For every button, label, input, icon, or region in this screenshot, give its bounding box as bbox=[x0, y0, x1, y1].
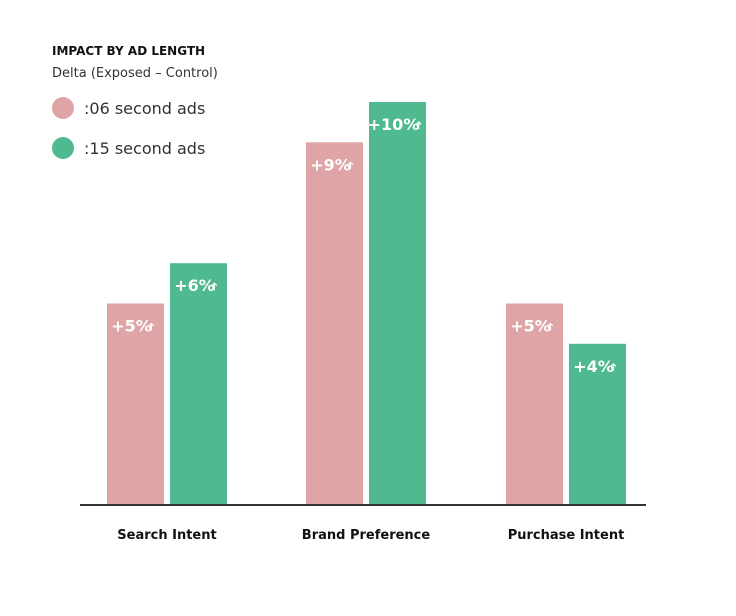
legend-item-15-second-ads: :15 second ads bbox=[52, 137, 205, 159]
bar-label-purchase-intent-15-second-ads: +4% bbox=[573, 357, 614, 376]
up-arrow-icon bbox=[211, 282, 218, 291]
legend-swatch-06-second-ads bbox=[52, 97, 74, 119]
bar-label-search-intent-15-second-ads: +6% bbox=[174, 276, 215, 295]
up-arrow-icon bbox=[148, 322, 155, 331]
bar-label-brand-preference-15-second-ads: +10% bbox=[368, 115, 420, 134]
bar-search-intent-06-second-ads bbox=[107, 303, 164, 505]
chart-subtitle: Delta (Exposed – Control) bbox=[52, 66, 218, 81]
up-arrow-icon bbox=[415, 121, 422, 129]
legend-label-06-second-ads: :06 second ads bbox=[84, 99, 205, 118]
up-arrow-icon bbox=[347, 161, 354, 170]
legend: :06 second ads :15 second ads bbox=[52, 97, 205, 159]
bar-purchase-intent-06-second-ads bbox=[506, 303, 563, 505]
category-label-purchase-intent: Purchase Intent bbox=[508, 528, 625, 543]
bar-purchase-intent-15-second-ads bbox=[569, 343, 626, 505]
legend-swatch-15-second-ads bbox=[52, 137, 74, 159]
legend-item-06-second-ads: :06 second ads bbox=[52, 97, 205, 119]
bar-label-purchase-intent-06-second-ads: +5% bbox=[510, 317, 551, 336]
chart-title: IMPACT BY AD LENGTH bbox=[52, 44, 205, 58]
bar-labels-group: +5% +6% +9% +10% +5% +4% bbox=[111, 115, 617, 376]
category-labels-group: Search Intent Brand Preference Purchase In… bbox=[117, 528, 624, 543]
category-label-search-intent: Search Intent bbox=[117, 528, 216, 543]
bar-brand-preference-15-second-ads bbox=[369, 102, 426, 505]
bar-search-intent-15-second-ads bbox=[170, 263, 227, 505]
legend-label-15-second-ads: :15 second ads bbox=[84, 139, 205, 158]
bar-label-search-intent-06-second-ads: +5% bbox=[111, 317, 152, 336]
up-arrow-icon bbox=[610, 362, 617, 371]
bar-brand-preference-06-second-ads bbox=[306, 142, 363, 506]
up-arrow-icon bbox=[547, 322, 554, 331]
bar-label-brand-preference-06-second-ads: +9% bbox=[310, 155, 351, 174]
category-label-brand-preference: Brand Preference bbox=[302, 528, 431, 543]
bars-group bbox=[107, 102, 626, 506]
